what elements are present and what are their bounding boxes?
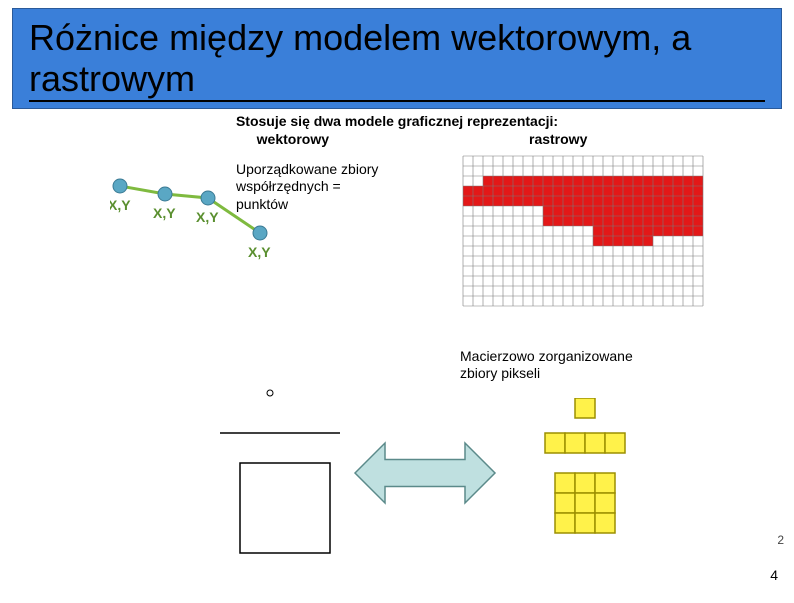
raster-shapes (535, 398, 655, 553)
title-bar: Różnice między modelem wektorowym, a ras… (12, 8, 782, 109)
arrow-svg (345, 433, 505, 513)
content-area: Stosuje się dwa modele graficznej reprez… (0, 113, 794, 588)
shapes-right-svg (535, 398, 655, 548)
col-left: wektorowy (257, 131, 329, 147)
svg-text:X,Y: X,Y (196, 209, 219, 225)
bidirectional-arrow (345, 433, 505, 518)
raster-grid (458, 151, 718, 326)
shapes-left-svg (200, 383, 360, 563)
svg-text:X,Y: X,Y (248, 244, 271, 260)
col-right: rastrowy (529, 131, 587, 147)
column-headers: wektorowy rastrowy (0, 131, 794, 147)
svg-text:X,Y: X,Y (153, 205, 176, 221)
vector-description: Uporządkowane zbiory współrzędnych = pun… (236, 161, 396, 214)
subtitle: Stosuje się dwa modele graficznej reprez… (0, 113, 794, 129)
svg-text:X,Y: X,Y (110, 197, 131, 213)
raster-description: Macierzowo zorganizowane zbiory pikseli (460, 348, 660, 383)
page-number: 4 (770, 567, 778, 583)
page-title: Różnice między modelem wektorowym, a ras… (29, 17, 765, 102)
cropped-number: 2 (777, 533, 784, 547)
raster-svg (458, 151, 718, 321)
vector-shapes (200, 383, 360, 568)
